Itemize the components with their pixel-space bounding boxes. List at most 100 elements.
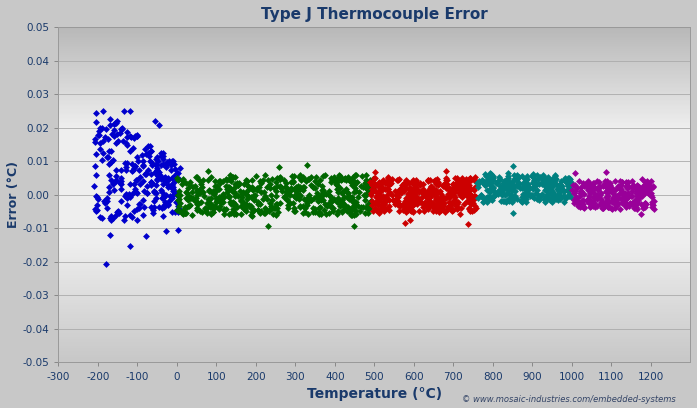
Point bbox=[637, 205, 648, 212]
Point bbox=[121, 164, 132, 171]
Point bbox=[487, 177, 498, 184]
Point bbox=[180, 180, 191, 187]
Point bbox=[480, 173, 491, 179]
Point bbox=[588, 190, 599, 197]
Point bbox=[119, 193, 130, 199]
Point bbox=[198, 177, 209, 184]
Point bbox=[204, 195, 215, 202]
Point bbox=[502, 175, 513, 181]
Point bbox=[355, 204, 367, 211]
Point bbox=[151, 162, 162, 169]
Point bbox=[215, 199, 227, 206]
Point bbox=[236, 198, 247, 204]
Point bbox=[484, 175, 495, 182]
Point bbox=[543, 191, 554, 197]
Point bbox=[425, 184, 436, 191]
Point bbox=[373, 210, 384, 217]
Point bbox=[417, 193, 428, 200]
Point bbox=[507, 163, 519, 169]
Point bbox=[413, 196, 424, 203]
Point bbox=[302, 194, 314, 201]
Point bbox=[116, 197, 127, 204]
Point bbox=[286, 185, 297, 192]
Point bbox=[493, 177, 504, 184]
Point bbox=[404, 216, 415, 223]
Point bbox=[243, 193, 254, 199]
Point bbox=[384, 203, 395, 210]
Point bbox=[645, 190, 656, 196]
Point bbox=[112, 207, 123, 214]
Point bbox=[317, 188, 328, 195]
Point bbox=[616, 200, 627, 206]
Point bbox=[634, 187, 645, 194]
Point bbox=[507, 184, 519, 191]
Point bbox=[491, 191, 502, 198]
Point bbox=[128, 165, 139, 172]
Point bbox=[373, 183, 384, 189]
Point bbox=[228, 188, 239, 194]
Point bbox=[401, 209, 412, 215]
Point bbox=[298, 184, 309, 190]
Point bbox=[453, 190, 464, 197]
Point bbox=[592, 193, 603, 199]
Point bbox=[451, 180, 462, 187]
Point bbox=[597, 204, 608, 211]
Point bbox=[154, 172, 165, 179]
Point bbox=[108, 120, 119, 127]
Point bbox=[601, 198, 612, 205]
Point bbox=[450, 183, 461, 189]
Point bbox=[132, 132, 143, 139]
Point bbox=[462, 186, 473, 193]
Point bbox=[584, 197, 595, 203]
Point bbox=[573, 198, 584, 205]
Point bbox=[407, 208, 418, 215]
Point bbox=[637, 186, 648, 193]
Point bbox=[443, 185, 454, 191]
Point bbox=[486, 171, 497, 177]
Point bbox=[289, 193, 300, 200]
Point bbox=[484, 182, 496, 188]
Point bbox=[465, 176, 476, 182]
Point bbox=[566, 186, 577, 193]
Point bbox=[268, 210, 279, 217]
Text: © www.mosaic-industries.com/embedded-systems: © www.mosaic-industries.com/embedded-sys… bbox=[462, 395, 676, 404]
Point bbox=[608, 195, 619, 201]
Point bbox=[89, 139, 100, 145]
Point bbox=[608, 191, 619, 197]
Point bbox=[155, 162, 167, 168]
Point bbox=[203, 168, 214, 174]
Point bbox=[374, 208, 385, 215]
Point bbox=[314, 209, 325, 215]
Point bbox=[437, 194, 448, 200]
Point bbox=[560, 178, 571, 185]
Point bbox=[267, 205, 278, 211]
Point bbox=[424, 191, 435, 197]
Point bbox=[126, 161, 137, 167]
Point bbox=[102, 135, 114, 142]
X-axis label: Temperature (°C): Temperature (°C) bbox=[307, 387, 442, 401]
Point bbox=[615, 186, 627, 193]
Point bbox=[151, 177, 162, 184]
Point bbox=[152, 157, 163, 164]
Point bbox=[138, 197, 149, 204]
Point bbox=[91, 172, 102, 179]
Point bbox=[540, 181, 551, 188]
Point bbox=[470, 193, 481, 200]
Point bbox=[375, 202, 386, 208]
Point bbox=[335, 198, 346, 204]
Point bbox=[213, 193, 224, 200]
Point bbox=[565, 179, 576, 186]
Point bbox=[224, 199, 236, 205]
Point bbox=[377, 192, 388, 199]
Point bbox=[355, 183, 366, 190]
Point bbox=[140, 171, 151, 177]
Point bbox=[151, 166, 162, 173]
Point bbox=[119, 160, 130, 166]
Point bbox=[507, 210, 518, 216]
Point bbox=[634, 194, 645, 200]
Point bbox=[337, 197, 348, 203]
Point bbox=[256, 188, 267, 195]
Point bbox=[138, 212, 149, 218]
Point bbox=[191, 199, 202, 205]
Point bbox=[615, 185, 626, 192]
